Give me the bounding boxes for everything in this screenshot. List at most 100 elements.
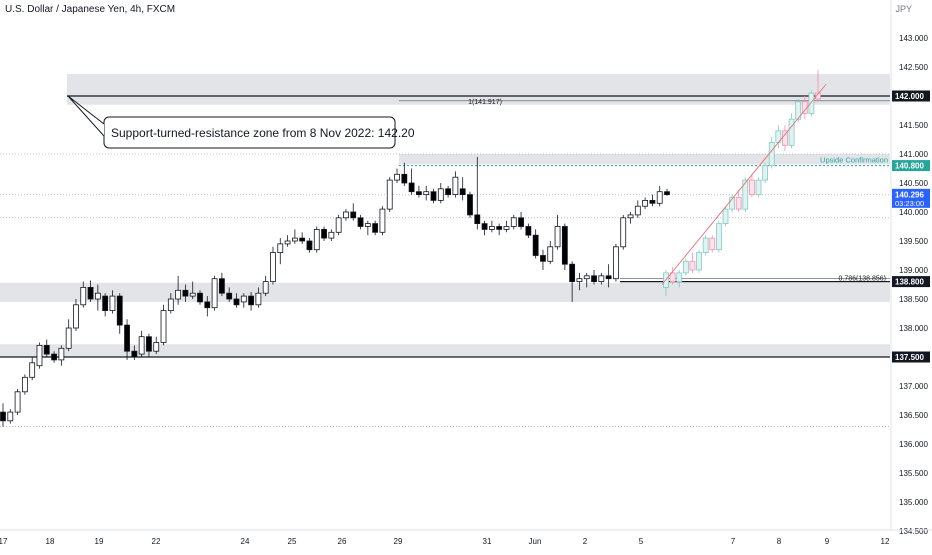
proj-body-2 — [676, 272, 683, 282]
candle-body-66 — [481, 223, 488, 230]
y-tick-label: 136.000 — [899, 440, 928, 449]
candle-body-38 — [277, 243, 284, 253]
candle-body-49 — [357, 217, 364, 227]
y-tick-label: 142.500 — [899, 63, 928, 72]
candle-body-11 — [80, 286, 87, 306]
candle-body-65 — [474, 214, 481, 224]
candle-body-40 — [291, 237, 298, 242]
candle-body-9 — [65, 327, 72, 349]
zone-3 — [0, 344, 890, 357]
projection-layer — [661, 69, 827, 297]
zone-2 — [0, 282, 890, 302]
proj-body-11 — [735, 197, 742, 210]
price-label-bg — [892, 90, 930, 102]
candle-body-88 — [642, 199, 649, 207]
x-tick-label: Jun — [529, 537, 542, 546]
proj-body-4 — [689, 260, 696, 271]
callout-pointer — [67, 95, 105, 137]
candle-body-84 — [613, 246, 619, 280]
candle-body-63 — [459, 188, 466, 196]
y-tick-label: 137.000 — [899, 382, 928, 391]
price-label-bg — [892, 276, 930, 288]
candle-body-91 — [664, 191, 670, 195]
proj-body-12 — [742, 179, 749, 210]
x-tick-label: 7 — [731, 537, 736, 546]
candle-body-10 — [73, 304, 79, 329]
y-tick-label: 141.500 — [899, 121, 928, 130]
fib-lower-label: 0.786(138.856) — [839, 275, 886, 282]
candle-body-18 — [131, 350, 138, 358]
proj-body-9 — [722, 208, 729, 225]
y-tick-label: 136.500 — [899, 411, 928, 420]
candle-body-7 — [51, 353, 57, 361]
projection-trendline — [661, 84, 827, 285]
price-label-text: 142.000 — [895, 92, 924, 101]
candle-body-1 — [7, 411, 14, 422]
annotations-layer: 1(141.917) 0.786(138.856) Upside Confirm… — [67, 95, 888, 282]
candle-body-39 — [284, 240, 291, 245]
candle-body-83 — [605, 275, 612, 280]
fib-upper-label: 1(141.917) — [468, 99, 502, 106]
candle-body-24 — [175, 289, 182, 300]
candle-body-80 — [583, 275, 590, 280]
candle-body-31 — [226, 292, 233, 300]
y-tick-label: 135.500 — [899, 469, 928, 478]
y-tick-label: 143.000 — [899, 34, 928, 43]
proj-body-20 — [795, 101, 802, 120]
candle-body-28 — [204, 301, 211, 309]
x-tick-label: 8 — [777, 537, 782, 546]
x-tick-label: 5 — [639, 537, 644, 546]
dotted-levels-layer — [0, 153, 890, 427]
y-tick-label: 139.500 — [899, 237, 928, 246]
x-tick-label: 31 — [483, 537, 492, 546]
candle-body-5 — [36, 344, 43, 367]
candle-body-71 — [518, 217, 524, 227]
candle-body-32 — [233, 298, 240, 306]
y-tick-label: 141.000 — [899, 150, 928, 159]
proj-body-7 — [709, 237, 716, 251]
candle-body-78 — [569, 263, 576, 283]
candle-body-20 — [146, 336, 152, 352]
candle-body-75 — [547, 246, 554, 262]
candle-body-22 — [160, 310, 167, 343]
proj-body-16 — [768, 141, 775, 166]
x-tick-label: 25 — [288, 537, 297, 546]
candle-body-72 — [525, 226, 532, 236]
candle-body-73 — [532, 234, 539, 256]
candle-body-6 — [43, 344, 50, 355]
y-tick-label: 135.000 — [899, 498, 928, 507]
proj-body-5 — [696, 252, 702, 271]
y-tick-label: 139.000 — [899, 266, 928, 275]
x-tick-label: 26 — [338, 537, 347, 546]
x-tick-label: 19 — [95, 537, 104, 546]
candle-body-4 — [29, 362, 36, 378]
candle-body-50 — [364, 223, 371, 227]
price-label-text: 138.800 — [895, 278, 924, 287]
y-tick-label: 138.000 — [899, 324, 928, 333]
proj-body-23 — [815, 92, 821, 100]
candle-body-15 — [109, 295, 116, 312]
x-tick-label: 29 — [394, 537, 403, 546]
candle-body-2 — [14, 391, 21, 413]
candle-body-62 — [452, 176, 459, 195]
y-tick-label: 134.500 — [899, 527, 928, 536]
price-label-bg — [892, 160, 930, 172]
candle-body-30 — [219, 278, 225, 294]
candle-body-89 — [649, 199, 656, 204]
candle-body-29 — [211, 278, 218, 309]
candle-body-16 — [116, 295, 123, 326]
candle-body-67 — [488, 226, 495, 230]
candle-body-81 — [591, 275, 597, 282]
candle-body-14 — [102, 295, 109, 312]
candle-body-41 — [299, 237, 306, 242]
candle-body-43 — [313, 228, 320, 251]
zone-0 — [67, 73, 890, 105]
candle-body-26 — [189, 292, 196, 297]
time-axis: 17 18 19 22 24 25 26 29 31 Jun 2 5 7 8 9 12 — [0, 529, 932, 546]
x-tick-label: 18 — [46, 537, 55, 546]
proj-body-15 — [762, 165, 769, 181]
proj-body-13 — [749, 179, 755, 196]
candle-body-0 — [0, 411, 6, 422]
